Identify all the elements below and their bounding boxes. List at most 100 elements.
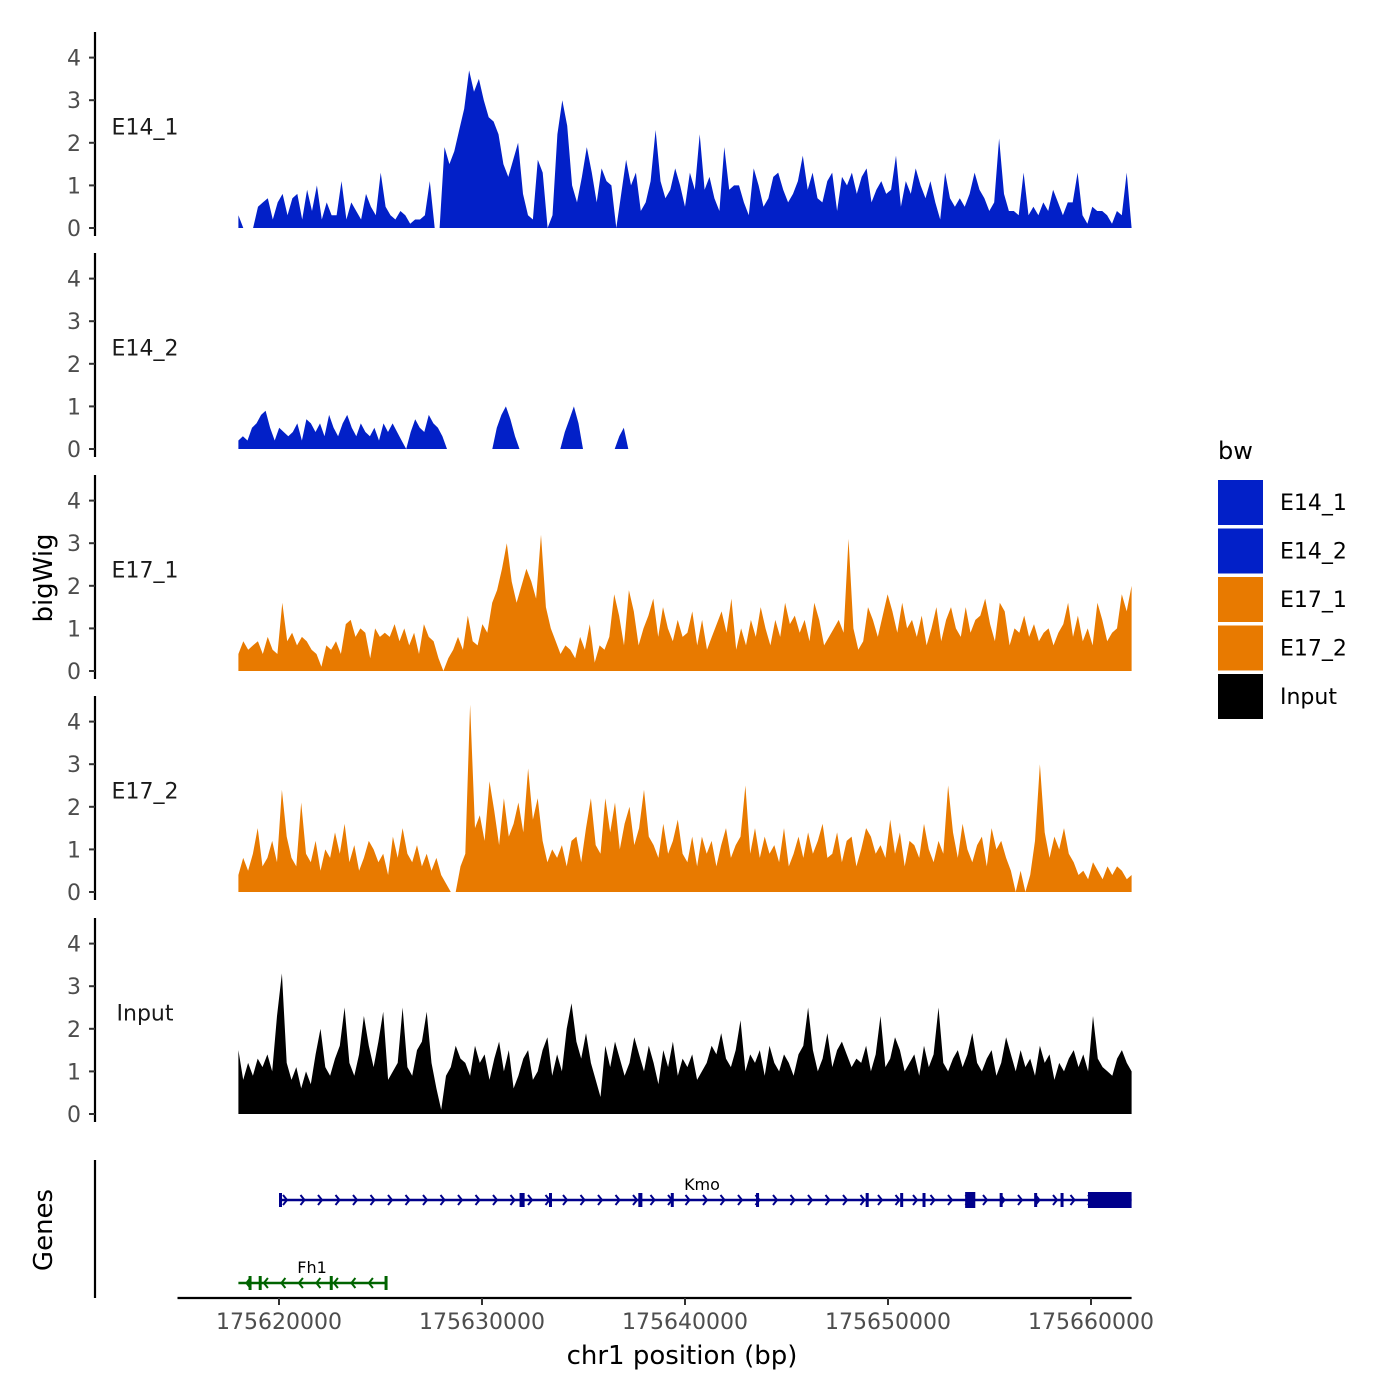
strand-chevron xyxy=(334,1194,341,1206)
legend-swatch xyxy=(1218,528,1263,574)
y-tick-label: 0 xyxy=(67,438,81,463)
y-axis-label: bigWig xyxy=(29,533,59,622)
strand-chevron xyxy=(280,1277,287,1289)
strand-chevron xyxy=(367,1277,374,1289)
legend-label: E14_1 xyxy=(1280,491,1347,516)
exon xyxy=(548,1193,552,1207)
legend-label: E14_2 xyxy=(1280,540,1347,565)
exon xyxy=(900,1193,904,1207)
gene-kmo: Kmo xyxy=(279,1175,1132,1208)
strand-chevron xyxy=(614,1194,621,1206)
exon xyxy=(865,1193,869,1207)
strand-chevron xyxy=(772,1194,779,1206)
y-tick-label: 4 xyxy=(67,268,81,293)
strand-chevron xyxy=(299,1194,306,1206)
legend-label: Input xyxy=(1280,685,1337,710)
signal-area-input xyxy=(238,973,1132,1114)
y-tick-label: 1 xyxy=(67,1060,81,1085)
strand-chevron xyxy=(1052,1194,1059,1206)
gene-track: Kmo Fh1 xyxy=(93,1160,1132,1298)
strand-chevron xyxy=(719,1194,726,1206)
x-tick-label: 175630000 xyxy=(419,1310,545,1335)
strand-chevron xyxy=(1017,1194,1024,1206)
strand-chevron xyxy=(492,1194,499,1206)
strand-chevron xyxy=(404,1194,411,1206)
strand-chevron xyxy=(982,1194,989,1206)
y-tick-label: 2 xyxy=(67,1018,81,1043)
panel-label: E14_1 xyxy=(112,115,179,140)
strand-chevron xyxy=(352,1194,359,1206)
legend-swatch xyxy=(1218,625,1263,671)
y-tick-label: 2 xyxy=(67,353,81,378)
signal-area-e17-1 xyxy=(238,534,1132,671)
genes-axis-label: Genes xyxy=(29,1189,59,1271)
y-tick-label: 1 xyxy=(67,838,81,863)
strand-chevron xyxy=(807,1194,814,1206)
y-tick-label: 0 xyxy=(67,881,81,906)
panel-e17-2: 0 1 2 3 4 E17_2 xyxy=(67,696,1132,906)
strand-chevron xyxy=(527,1194,534,1206)
exon xyxy=(279,1193,282,1207)
strand-chevron xyxy=(842,1194,849,1206)
strand-chevron xyxy=(597,1194,604,1206)
strand-chevron xyxy=(684,1194,691,1206)
x-axis-label: chr1 position (bp) xyxy=(567,1341,798,1371)
strand-chevron xyxy=(350,1277,357,1289)
strand-chevron xyxy=(474,1194,481,1206)
x-tick-label: 175650000 xyxy=(825,1310,951,1335)
strand-chevron xyxy=(859,1194,866,1206)
strand-chevron xyxy=(439,1194,446,1206)
y-tick-label: 2 xyxy=(67,575,81,600)
y-tick-label: 3 xyxy=(67,89,81,114)
strand-chevron xyxy=(737,1194,744,1206)
y-tick-label: 4 xyxy=(67,933,81,958)
strand-chevron xyxy=(562,1194,569,1206)
signal-area-e14-1 xyxy=(238,70,1132,229)
y-tick-label: 0 xyxy=(67,660,81,685)
signal-area-e14-2 xyxy=(238,406,1132,449)
exon xyxy=(922,1193,926,1207)
strand-chevron xyxy=(579,1194,586,1206)
legend-label: E17_2 xyxy=(1280,637,1347,662)
exon xyxy=(756,1193,760,1207)
y-tick-label: 3 xyxy=(67,753,81,778)
exon xyxy=(1060,1193,1064,1207)
y-tick-label: 1 xyxy=(67,617,81,642)
strand-chevron xyxy=(509,1194,516,1206)
panel-e17-1: 0 1 2 3 4 E17_1 xyxy=(67,475,1132,685)
strand-chevron xyxy=(282,1194,289,1206)
legend-swatch xyxy=(1218,577,1263,622)
gene-name-label: Kmo xyxy=(684,1175,720,1194)
exon xyxy=(329,1276,333,1290)
panel-input: 0 1 2 3 4 Input xyxy=(67,918,1132,1128)
y-tick-label: 1 xyxy=(67,395,81,420)
strand-chevron xyxy=(262,1277,269,1289)
strand-chevron xyxy=(929,1194,936,1206)
exon xyxy=(638,1193,643,1207)
panel-label: E17_2 xyxy=(112,779,179,804)
strand-chevron xyxy=(457,1194,464,1206)
strand-chevron xyxy=(649,1194,656,1206)
legend-title: bw xyxy=(1218,437,1253,465)
gene-fh1: Fh1 xyxy=(238,1258,388,1290)
signal-panels: 0 1 2 3 4 E14_1 0 1 2 3 4 E14_2 0 1 2 3 4 E17_1 0 1 2 3 4 E17_2… xyxy=(67,32,1132,1128)
strand-chevron xyxy=(702,1194,709,1206)
panel-label: E17_1 xyxy=(112,558,179,583)
strand-chevron xyxy=(912,1194,919,1206)
y-tick-label: 4 xyxy=(67,47,81,72)
y-tick-label: 1 xyxy=(67,174,81,199)
panel-label: Input xyxy=(117,1001,174,1026)
exon xyxy=(965,1192,976,1208)
strand-chevron xyxy=(789,1194,796,1206)
x-axis: 175620000 175630000 175640000 175650000 1756… xyxy=(177,1296,1154,1335)
x-tick-label: 175640000 xyxy=(622,1310,748,1335)
y-tick-label: 4 xyxy=(67,711,81,736)
exon xyxy=(670,1193,674,1207)
exon xyxy=(248,1276,252,1290)
x-tick-label: 175620000 xyxy=(216,1310,342,1335)
y-tick-label: 0 xyxy=(67,1103,81,1128)
exon xyxy=(384,1276,388,1290)
strand-chevron xyxy=(1069,1194,1076,1206)
strand-chevron xyxy=(632,1194,639,1206)
